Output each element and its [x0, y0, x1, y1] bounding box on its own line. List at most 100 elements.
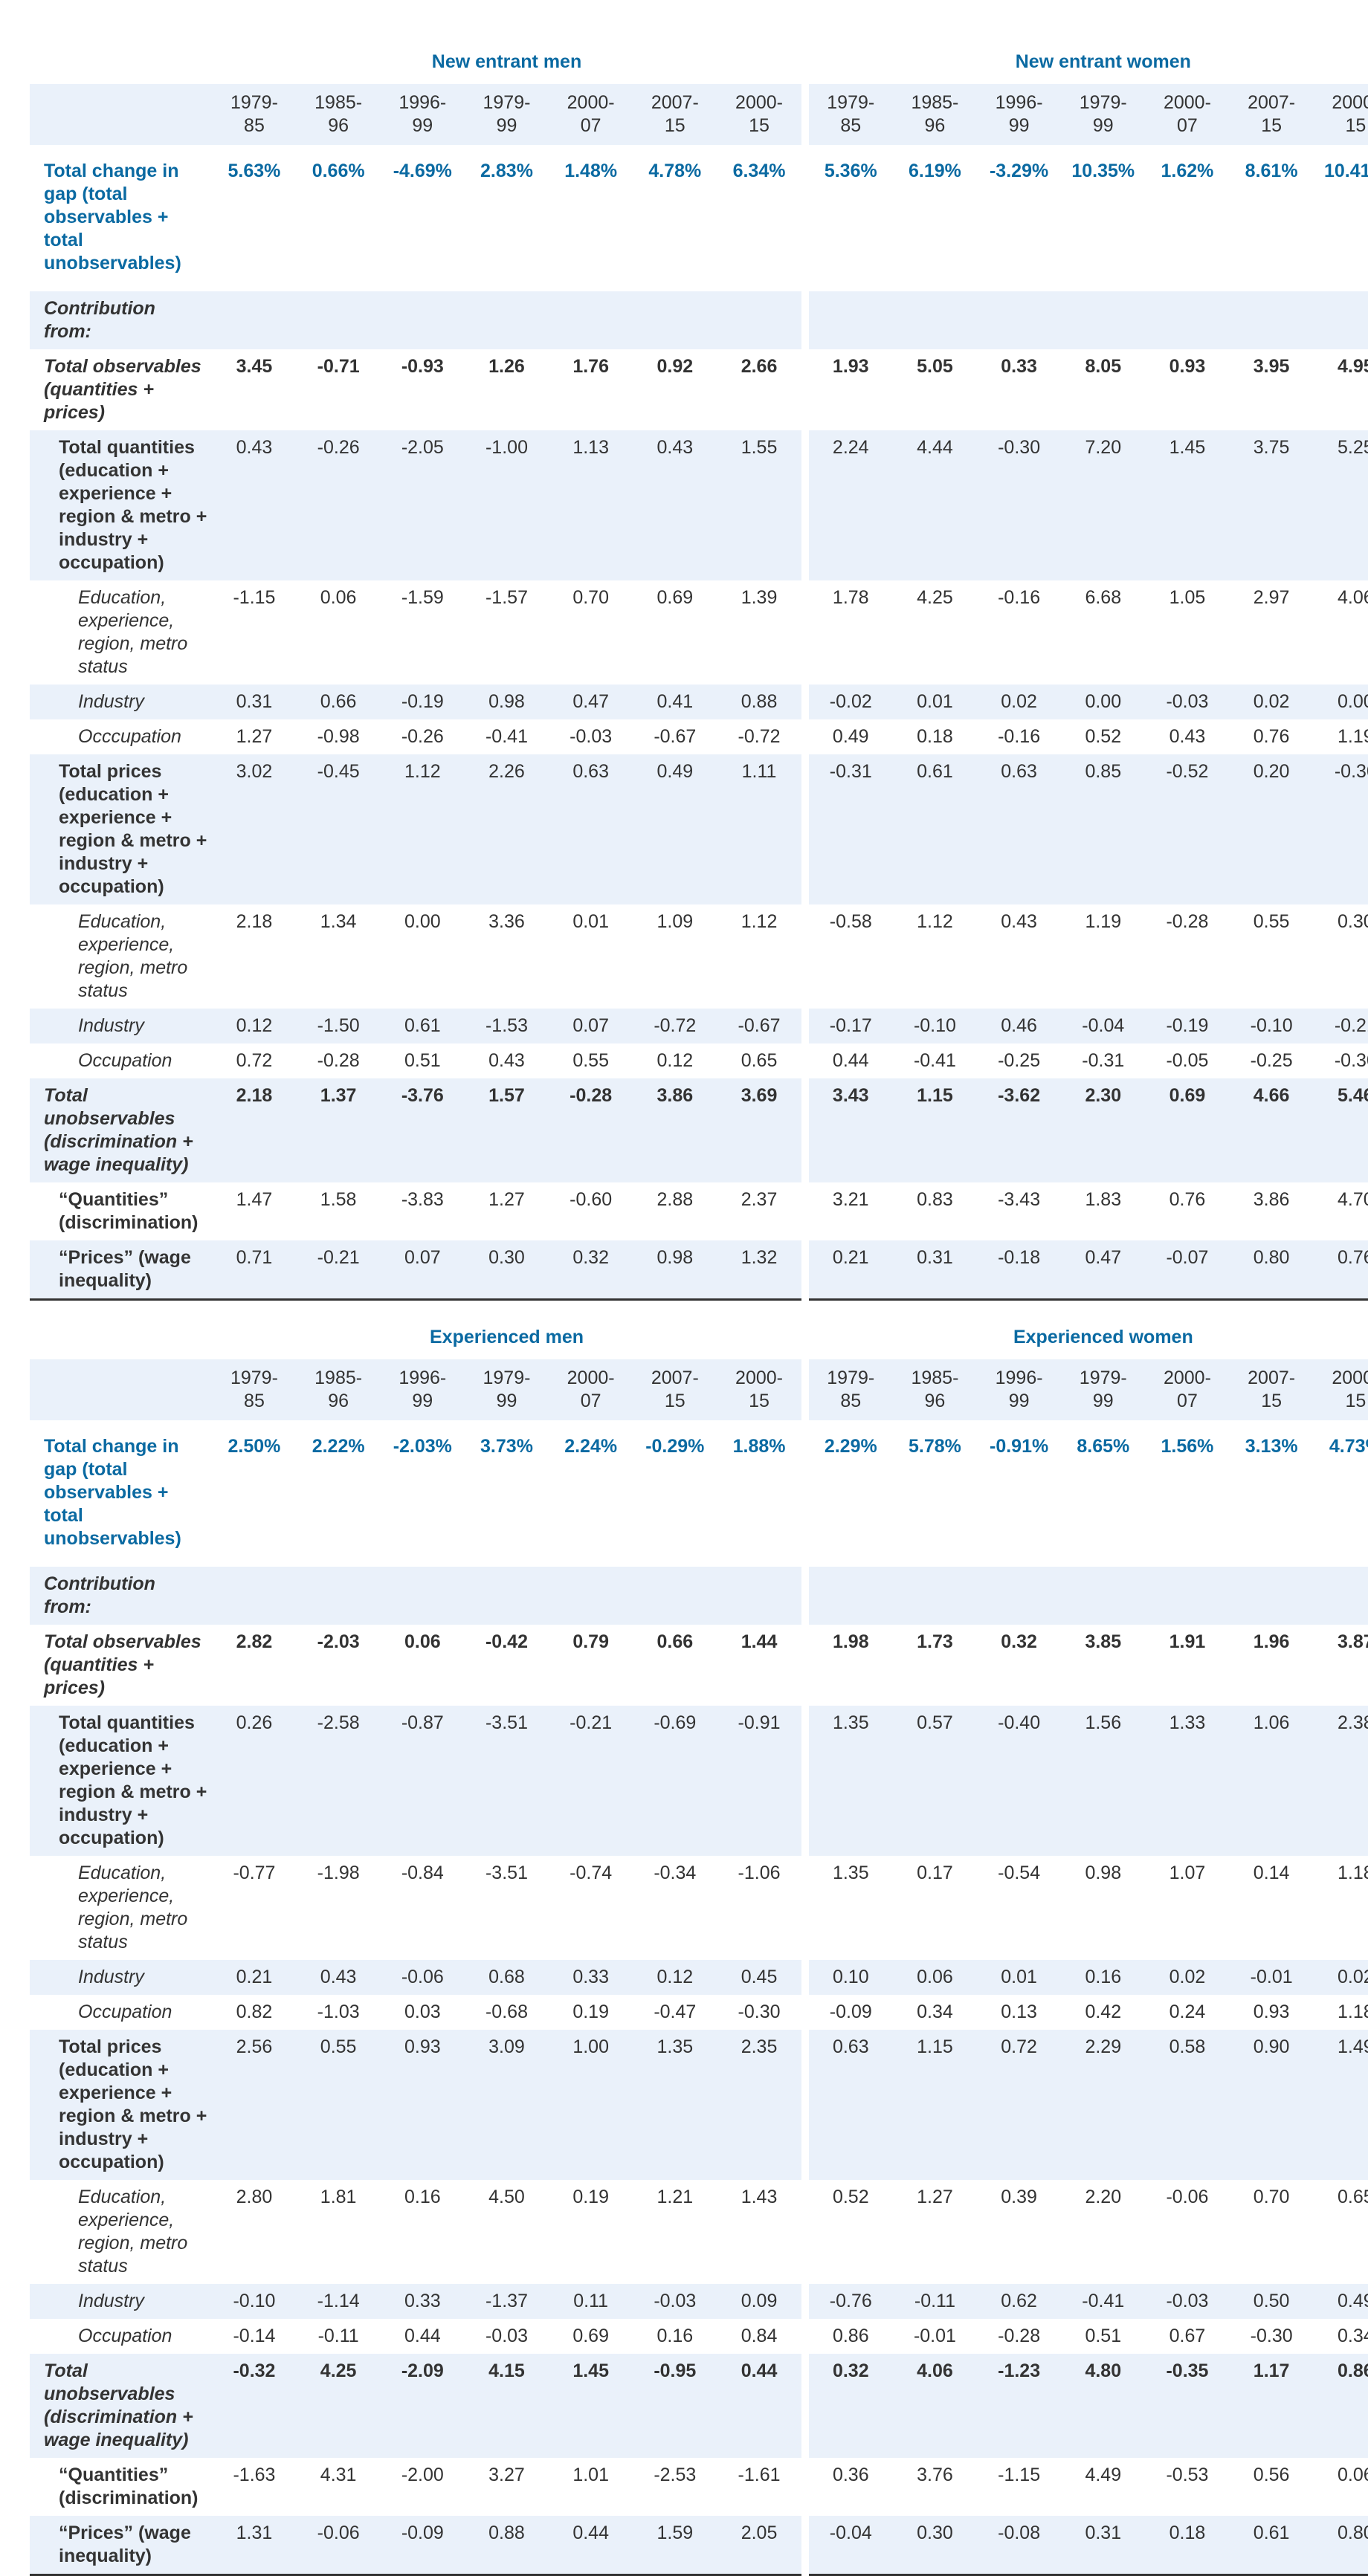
- value-cell: 0.45: [717, 1960, 801, 1995]
- table-row: “Quantities” (discrimination) -1.63 4.31 -2…: [30, 2458, 1368, 2516]
- value-cell: 0.44: [832, 1050, 869, 1071]
- value-cell: [549, 291, 633, 349]
- value-cell: -0.41: [485, 726, 528, 747]
- value-cell: 0.00: [1061, 685, 1146, 719]
- table-row: Total change in gap (total observables +…: [30, 145, 1368, 291]
- value-cell: 0.30: [1338, 911, 1368, 932]
- row-label: Occupation: [78, 1050, 172, 1071]
- table-row: Total change in gap (total observables +…: [30, 1420, 1368, 1567]
- value-cell: 4.95: [1338, 356, 1368, 377]
- value-cell: 1.45: [1145, 430, 1230, 580]
- value-cell: 0.67: [1169, 2326, 1206, 2346]
- value-cell: 1.35: [832, 1863, 869, 1883]
- value-cell: 1.07: [1169, 1863, 1206, 1883]
- column-header: 2000-15: [717, 1359, 801, 1420]
- spacer: [801, 2319, 809, 2354]
- value-cell: 1.56%: [1161, 1436, 1214, 1457]
- value-cell: 1.58: [320, 1189, 357, 1210]
- value-cell: 0.00: [1313, 685, 1368, 719]
- value-cell: -0.05: [1166, 1050, 1209, 1071]
- spacer: [801, 2354, 809, 2458]
- value-cell: 1.43: [741, 2187, 778, 2207]
- value-cell: 1.18: [1338, 2001, 1368, 2022]
- value-cell: 1.27: [917, 2187, 953, 2207]
- decomposition-table: Experienced men Experienced women 1979-85 1…: [30, 1301, 1368, 2576]
- value-cell: 2.29: [1061, 2030, 1146, 2180]
- value-cell: 7.20: [1061, 430, 1146, 580]
- value-cell: 0.61: [380, 1009, 465, 1043]
- spacer: [801, 2180, 809, 2284]
- column-header: 1979-99: [1061, 1359, 1146, 1420]
- row-label: Contribution from:: [30, 1567, 213, 1625]
- value-cell: -2.09: [380, 2354, 465, 2458]
- value-cell: [633, 291, 717, 349]
- value-cell: 0.32: [808, 2354, 893, 2458]
- value-cell: 6.34%: [732, 161, 786, 181]
- column-header: 2000-15: [1313, 1359, 1368, 1420]
- value-cell: -0.95: [633, 2354, 717, 2458]
- value-cell: 0.70: [572, 587, 609, 608]
- spacer: [801, 2284, 809, 2319]
- spacer: [801, 2516, 809, 2575]
- value-cell: 0.31: [1061, 2516, 1146, 2576]
- value-cell: 4.78%: [648, 161, 702, 181]
- table-row: Industry 0.21 0.43 -0.06 0.68 0.33 0.12 0.45 0.1…: [30, 1960, 1368, 1995]
- value-cell: 1.26: [488, 356, 525, 377]
- value-cell: -0.72: [738, 726, 781, 747]
- value-cell: 2.20: [1085, 2187, 1122, 2207]
- value-cell: 0.93: [380, 2030, 465, 2180]
- period-label: 1979-85: [230, 1368, 278, 1411]
- empty-cell: [30, 13, 213, 84]
- value-cell: -1.15: [998, 2465, 1041, 2485]
- value-cell: 0.52: [832, 2187, 869, 2207]
- value-cell: 1.55: [717, 430, 801, 580]
- column-header: 2007-15: [1229, 84, 1314, 145]
- value-cell: -0.10: [212, 2284, 297, 2319]
- row-label: “Prices” (wage inequality): [30, 2516, 213, 2576]
- value-cell: [717, 1567, 801, 1625]
- column-header-row: 1979-85 1985-96 1996-99 1979-99 2000-07 2007-…: [30, 1359, 1368, 1420]
- value-cell: -0.67: [654, 726, 697, 747]
- row-label: Total change in gap (total observables +…: [44, 1436, 181, 1549]
- value-cell: -0.02: [808, 685, 893, 719]
- value-cell: [808, 291, 893, 349]
- value-cell: [212, 291, 297, 349]
- value-cell: 0.66: [656, 1631, 694, 1652]
- value-cell: -0.91: [717, 1706, 801, 1856]
- value-cell: 0.84: [741, 2326, 778, 2346]
- value-cell: -1.23: [977, 2354, 1062, 2458]
- value-cell: -0.54: [998, 1863, 1041, 1883]
- value-cell: 2.83%: [480, 161, 533, 181]
- spacer: [801, 1567, 809, 1625]
- value-cell: -3.83: [401, 1189, 444, 1210]
- value-cell: 1.09: [656, 911, 694, 932]
- table-row: Total quantities (education + experience…: [30, 430, 1368, 580]
- value-cell: -0.30: [977, 430, 1062, 580]
- value-cell: 0.19: [572, 2187, 609, 2207]
- row-label: Total unobservables (discrimination + wa…: [30, 1078, 213, 1182]
- value-cell: -2.58: [296, 1706, 381, 1856]
- row-label: “Quantities” (discrimination): [59, 1189, 199, 1233]
- row-label: Education, experience, region, metro sta…: [78, 911, 188, 1001]
- value-cell: 0.06: [320, 587, 357, 608]
- value-cell: 0.43: [633, 430, 717, 580]
- empty-cell: [30, 1301, 213, 1359]
- period-label: 2007-15: [1248, 1368, 1296, 1411]
- table-row: Occupation 0.82 -1.03 0.03 -0.68 0.19 -0.47 -0.…: [30, 1995, 1368, 2030]
- value-cell: 0.82: [236, 2001, 273, 2022]
- table-row: “Prices” (wage inequality) 1.31 -0.06 -0.09…: [30, 2516, 1368, 2576]
- value-cell: 3.86: [1253, 1189, 1290, 1210]
- value-cell: 0.58: [1145, 2030, 1230, 2180]
- value-cell: -0.68: [485, 2001, 528, 2022]
- value-cell: 4.66: [1229, 1078, 1314, 1182]
- value-cell: 2.82: [236, 1631, 273, 1652]
- decomposition-table: New entrant men New entrant women 1979-85 1…: [30, 13, 1368, 1301]
- value-cell: 1.59: [633, 2516, 717, 2576]
- value-cell: 1.13: [549, 430, 633, 580]
- value-cell: 5.46: [1313, 1078, 1368, 1182]
- value-cell: 0.49: [633, 754, 717, 904]
- column-header: 1979-85: [808, 84, 893, 145]
- value-cell: [892, 1567, 978, 1625]
- value-cell: 2.37: [741, 1189, 778, 1210]
- value-cell: 0.72: [977, 2030, 1062, 2180]
